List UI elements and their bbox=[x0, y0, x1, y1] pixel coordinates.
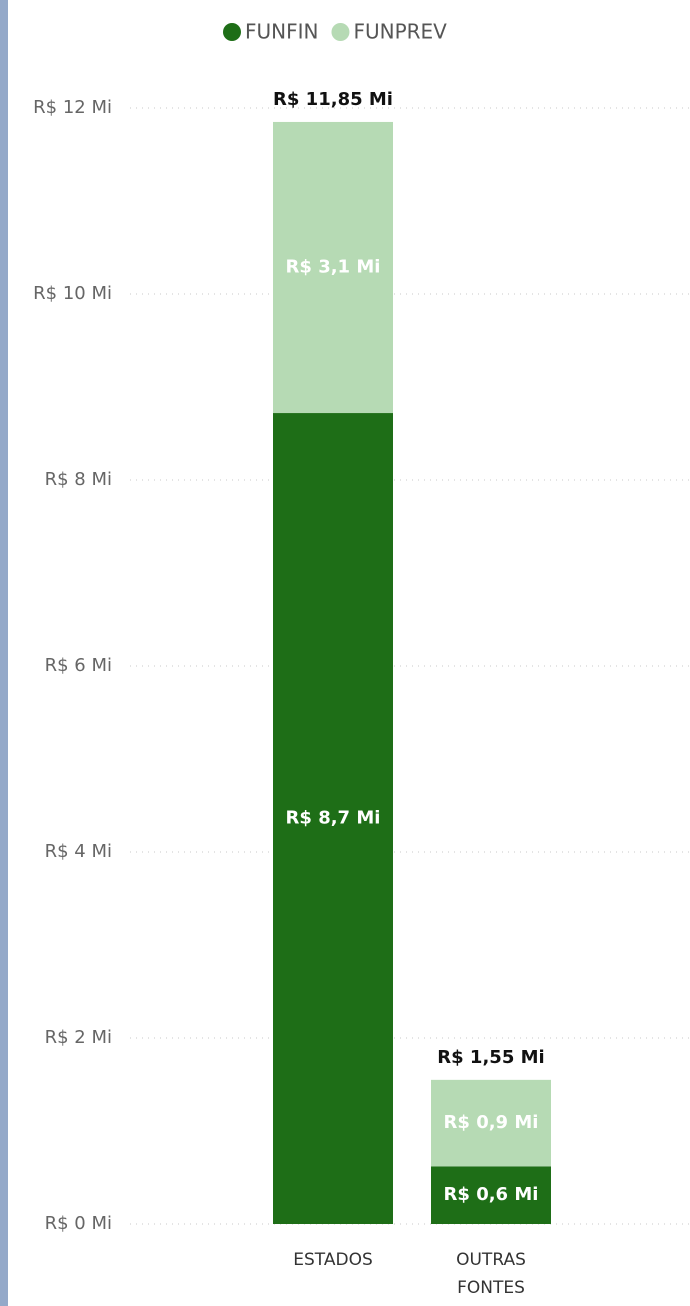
legend-marker bbox=[331, 23, 350, 41]
bar-segment bbox=[273, 413, 393, 1224]
legend-marker bbox=[223, 23, 241, 41]
side-bar bbox=[0, 0, 8, 1306]
data-label: R$ 0,9 Mi bbox=[444, 1112, 539, 1133]
data-label: R$ 8,7 Mi bbox=[286, 808, 381, 829]
data-label: R$ 3,1 Mi bbox=[286, 256, 381, 277]
total-label: R$ 1,55 Mi bbox=[437, 1047, 544, 1068]
bar-segment bbox=[273, 121, 393, 414]
y-tick-label: R$ 8 Mi bbox=[45, 469, 112, 490]
y-tick-label: R$ 12 Mi bbox=[33, 97, 112, 118]
total-label: R$ 11,85 Mi bbox=[273, 89, 393, 110]
x-tick-label: ESTADOS bbox=[293, 1250, 373, 1270]
y-tick-label: R$ 2 Mi bbox=[45, 1027, 112, 1048]
y-tick-label: R$ 0 Mi bbox=[45, 1213, 112, 1234]
y-tick-label: R$ 6 Mi bbox=[45, 655, 112, 676]
y-tick-label: R$ 10 Mi bbox=[33, 283, 112, 304]
legend-label: FUNPREV bbox=[353, 20, 447, 44]
bar-segment bbox=[431, 1166, 551, 1224]
data-label: R$ 0,6 Mi bbox=[444, 1184, 539, 1205]
legend-label: FUNFIN bbox=[245, 20, 318, 44]
x-tick-label: OUTRAS FONTES bbox=[456, 1250, 526, 1298]
bar-segment bbox=[431, 1079, 551, 1167]
y-tick-label: R$ 4 Mi bbox=[45, 841, 112, 862]
